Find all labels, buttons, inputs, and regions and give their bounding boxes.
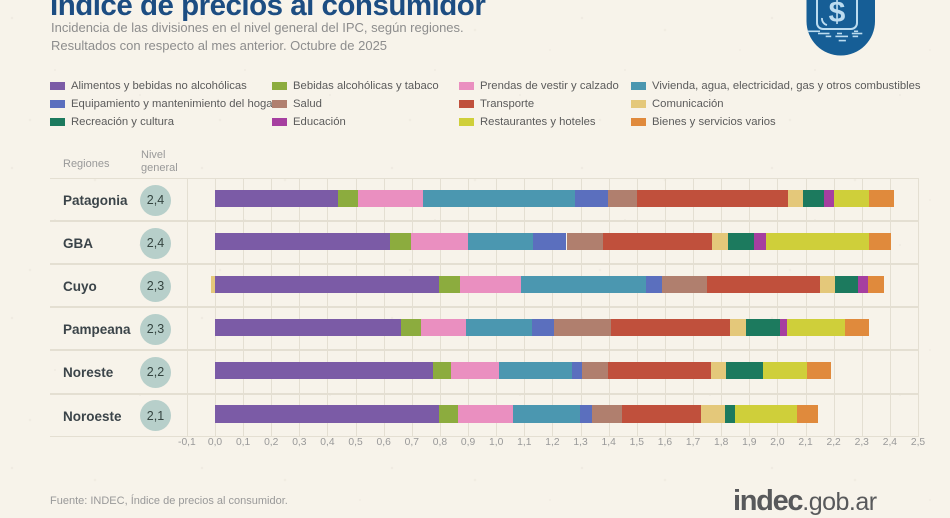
- svg-text:$: $: [829, 0, 846, 29]
